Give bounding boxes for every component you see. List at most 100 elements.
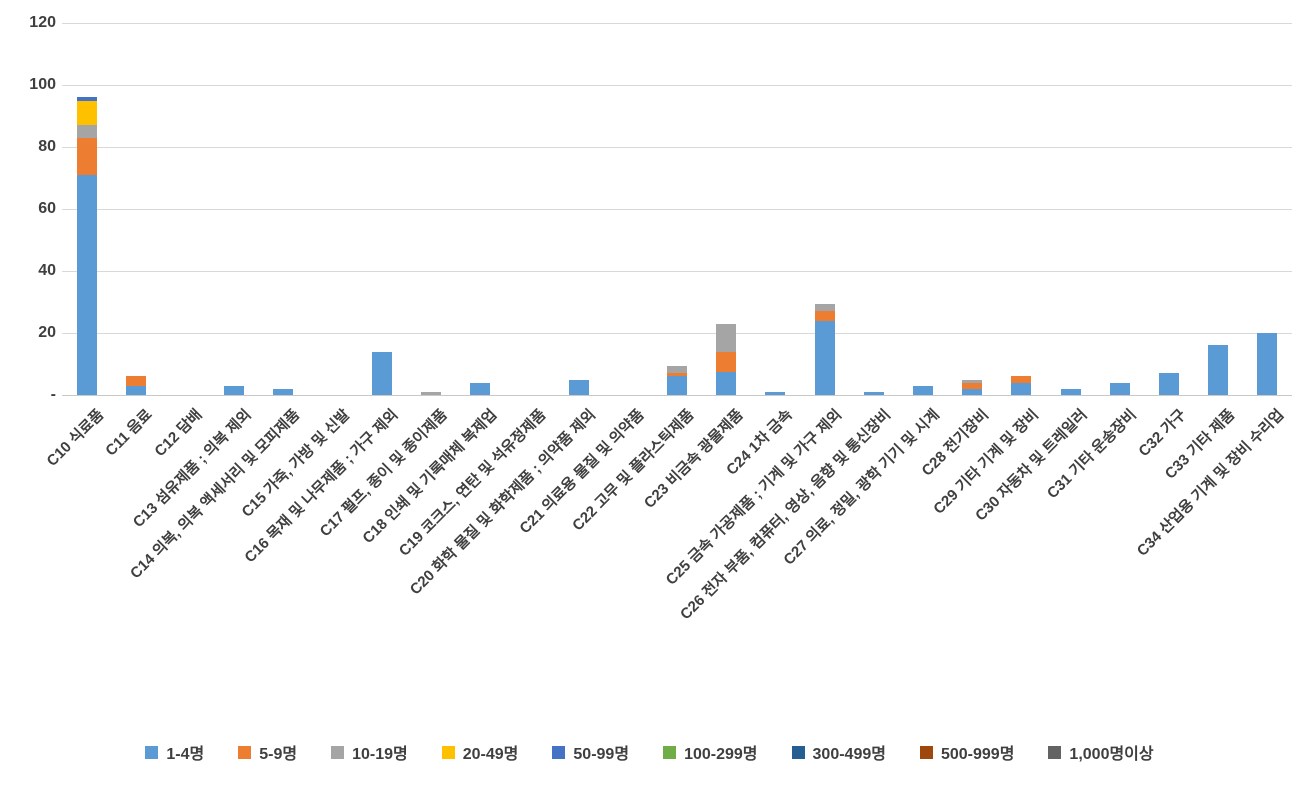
bar-segment-10-19명 [962,379,983,383]
bar-segment-1-4명 [273,388,294,395]
legend-label: 100-299명 [684,746,758,763]
legend-item-500-999명: 500-999명 [919,740,1015,764]
bar-c24 [765,391,786,395]
bar-segment-1-4명 [1257,333,1278,395]
bar-c33 [1208,345,1229,395]
bar-segment-10-19명 [716,323,737,352]
bar-c14 [273,388,294,395]
legend-item-300-499명: 300-499명 [791,740,886,764]
y-gridline [62,23,1292,24]
legend-item-50-99명: 50-99명 [552,740,629,764]
bar-segment-5-9명 [125,376,146,386]
bar-segment-5-9명 [814,311,835,321]
legend-label: 20-49명 [462,746,519,763]
bar-c28 [962,379,983,395]
bar-c13 [224,385,245,395]
x-axis-line [62,395,1292,396]
bar-c26 [863,391,884,395]
legend-label: 500-999명 [940,746,1015,763]
bar-segment-10-19명 [667,365,687,374]
legend-label: 5-9명 [259,746,298,763]
bar-segment-1-4명 [1159,373,1179,395]
plot-area: C10 식료품 C11 음료 C12 담배 C13 섬유제품 ; 의복 제외 C14 의… [43,23,1292,623]
bar-segment-1-4명 [470,382,491,395]
y-gridline [62,85,1292,86]
bar-segment-1-4명 [962,388,983,395]
bar-c30 [1060,388,1081,395]
bar-segment-1-4명 [1060,388,1081,395]
bar-c34 [1257,333,1278,395]
bar-segment-20-49명 [76,100,97,126]
bar-segment-1-4명 [765,391,786,395]
bar-segment-5-9명 [76,137,97,175]
legend-swatch-icon [441,745,455,759]
legend-swatch-icon [552,745,566,759]
legend-swatch-icon [919,745,933,759]
legend-label: 50-99명 [573,746,630,763]
legend-item-1-4명: 1-4명 [145,740,204,764]
y-axis-tick-label: 100 [29,76,56,93]
bar-segment-10-19명 [814,303,835,312]
bar-segment-1-4명 [371,351,392,395]
bar-segment-1-4명 [1109,382,1130,395]
bar-c27 [913,385,933,395]
bar-c32 [1159,373,1179,395]
bar-c10 [76,97,97,395]
legend-item-20-49명: 20-49명 [441,740,519,764]
legend-swatch-icon [331,745,345,759]
bar-segment-5-9명 [1011,376,1032,383]
bar-segment-1-4명 [1011,382,1032,395]
x-axis-label-text: C10 식료품 [43,406,107,470]
legend-label: 10-19명 [352,746,408,763]
legend-item-5-9명: 5-9명 [238,740,297,764]
y-axis-tick-label: 80 [38,138,56,155]
y-axis-tick-label: 60 [38,200,56,217]
legend-item-10-19명: 10-19명 [331,740,408,764]
y-gridline [62,147,1292,148]
legend-swatch-icon [791,745,805,759]
y-axis-tick-label: 120 [29,14,56,31]
bar-segment-1-4명 [1208,345,1229,395]
bar-segment-1-4명 [224,385,245,395]
bar-segment-1-4명 [667,376,687,395]
legend-label: 300-499명 [812,746,886,763]
bar-c17 [421,391,441,395]
x-axis-label-text: C11 음료 [102,406,156,460]
y-gridline [62,333,1292,334]
bar-segment-5-9명 [962,382,983,389]
bar-segment-50-99명 [76,97,97,101]
bar-segment-1-4명 [125,385,146,395]
y-gridline [62,209,1292,210]
y-axis-tick-label: - [50,386,56,403]
bar-c16 [371,351,392,395]
bar-segment-1-4명 [716,371,737,395]
bar-segment-5-9명 [716,351,737,372]
legend-swatch-icon [1048,745,1062,759]
bar-c18 [470,382,491,395]
legend-item-100-299명: 100-299명 [663,740,758,764]
bar-segment-5-9명 [667,373,687,377]
bar-c22 [667,365,687,395]
bar-c20 [568,379,589,395]
legend-label: 1-4명 [166,746,205,763]
bar-segment-1-4명 [76,174,97,395]
bar-segment-10-19명 [421,391,441,395]
chart-legend: 1-4명 5-9명 10-19명 20-49명 50-99명 100-299명 300-49… [0,740,1299,764]
bar-c29 [1011,376,1032,395]
bar-c23 [716,323,737,395]
y-axis-tick-label: 20 [38,324,56,341]
legend-swatch-icon [238,745,252,759]
bar-segment-1-4명 [863,391,884,395]
bar-c31 [1109,382,1130,395]
bar-segment-1-4명 [814,320,835,395]
bar-segment-1-4명 [568,379,589,395]
legend-swatch-icon [145,745,159,759]
bar-segment-10-19명 [76,125,97,138]
legend-swatch-icon [663,745,677,759]
legend-label: 1,000명이상 [1069,746,1154,763]
bar-c25 [814,303,835,395]
y-gridline [62,271,1292,272]
bar-segment-1-4명 [913,385,933,395]
bar-c11 [125,376,146,395]
